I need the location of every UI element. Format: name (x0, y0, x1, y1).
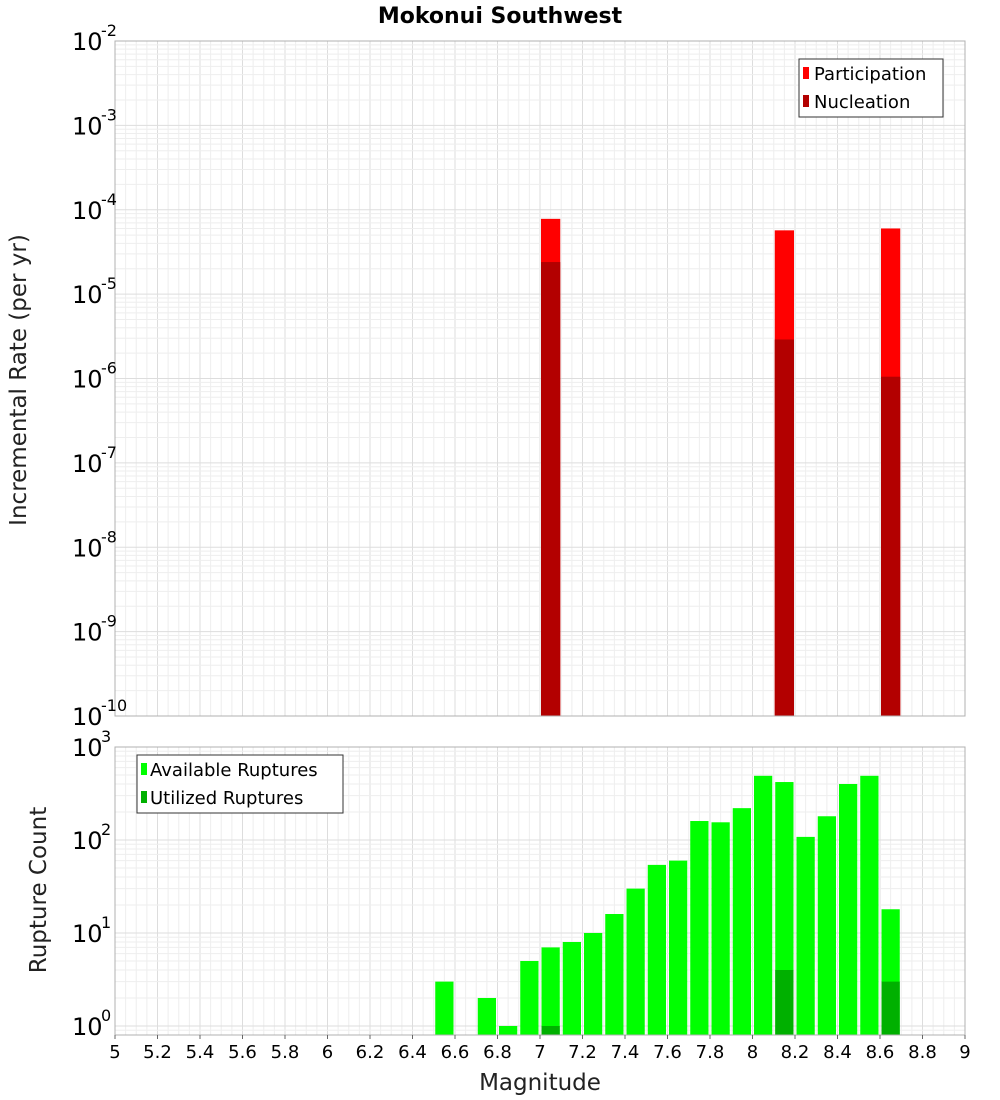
bar-utilized-ruptures (775, 969, 794, 1035)
x-axis-label: Magnitude (479, 1070, 601, 1096)
y-tick-label: 10 (72, 366, 103, 394)
x-tick-label: 5.2 (143, 1042, 172, 1063)
x-tick-label: 5.6 (228, 1042, 257, 1063)
bar-available-ruptures (647, 864, 666, 1035)
count-y-axis-label: Rupture Count (26, 807, 52, 973)
bar-available-ruptures (669, 860, 688, 1035)
bar-available-ruptures (860, 775, 879, 1035)
bar-utilized-ruptures (881, 981, 900, 1035)
y-tick-exponent: -5 (101, 274, 117, 293)
rate-y-axis-label: Incremental Rate (per yr) (6, 234, 32, 526)
y-tick-exponent: -9 (101, 612, 117, 631)
bar-available-ruptures (477, 997, 496, 1035)
y-tick-exponent: -2 (101, 21, 117, 40)
bar-nucleation (881, 376, 901, 716)
legend-label-participation: Participation (814, 64, 926, 85)
legend-label-available: Available Ruptures (150, 760, 318, 781)
x-tick-label: 6.2 (356, 1042, 385, 1063)
bar-available-ruptures (541, 947, 560, 1035)
y-tick-exponent: -6 (101, 359, 117, 378)
x-tick-label: 5.4 (186, 1042, 215, 1063)
x-tick-label: 7.2 (568, 1042, 597, 1063)
y-tick-exponent: 0 (101, 1006, 111, 1025)
x-tick-label: 8.6 (866, 1042, 895, 1063)
y-tick-exponent: 2 (101, 820, 111, 839)
count-legend-box (136, 754, 344, 814)
rate-legend-box (798, 58, 944, 118)
y-tick-exponent: 3 (101, 727, 111, 746)
x-tick-label: 8.2 (781, 1042, 810, 1063)
y-tick-label: 10 (72, 112, 103, 140)
count-panel-x-ticks: 5 5.2 5.4 5.6 5.8 6 6.2 6.4 6.6 6.8 7 7.2 7.4 7.6 7.8 8… (109, 1035, 971, 1063)
x-tick-label: 6 (322, 1042, 333, 1063)
y-tick-exponent: -4 (101, 190, 117, 209)
y-tick-label: 10 (72, 920, 103, 948)
x-tick-label: 7.4 (611, 1042, 640, 1063)
y-tick-label: 10 (72, 281, 103, 309)
y-tick-label: 10 (72, 450, 103, 478)
rate-panel-frame (114, 40, 966, 717)
bar-available-ruptures (520, 960, 539, 1035)
count-legend: Available Ruptures Utilized Ruptures (136, 754, 344, 814)
count-panel-bars (435, 775, 900, 1035)
legend-swatch-nucleation (803, 95, 809, 107)
x-tick-label: 6.4 (398, 1042, 427, 1063)
legend-label-utilized: Utilized Ruptures (150, 788, 303, 809)
x-tick-label: 6.8 (483, 1042, 512, 1063)
bar-available-ruptures (584, 932, 603, 1035)
y-tick-label: 10 (72, 1013, 103, 1041)
y-tick-label: 10 (72, 703, 103, 731)
bar-available-ruptures (690, 821, 709, 1035)
y-tick-label: 10 (72, 534, 103, 562)
bar-available-ruptures (711, 822, 730, 1035)
y-tick-exponent: -3 (101, 105, 117, 124)
bar-available-ruptures (817, 816, 836, 1035)
x-tick-label: 6.6 (441, 1042, 470, 1063)
bar-nucleation (774, 339, 794, 716)
x-tick-label: 8.8 (908, 1042, 937, 1063)
y-tick-label: 10 (72, 619, 103, 647)
y-tick-label: 10 (72, 827, 103, 855)
y-tick-exponent: -8 (101, 527, 117, 546)
x-tick-label: 5.8 (271, 1042, 300, 1063)
legend-swatch-available (141, 763, 147, 775)
bar-available-ruptures (754, 775, 773, 1035)
legend-swatch-participation (803, 67, 809, 79)
y-tick-exponent: -7 (101, 443, 117, 462)
legend-label-nucleation: Nucleation (814, 92, 910, 113)
bar-available-ruptures (796, 836, 815, 1035)
bar-nucleation (541, 262, 561, 716)
bar-available-ruptures (626, 888, 645, 1035)
bar-available-ruptures (499, 1025, 518, 1035)
x-tick-label: 7 (534, 1042, 545, 1063)
rate-panel-grid (114, 40, 966, 717)
bar-available-ruptures (435, 981, 454, 1035)
x-tick-label: 5 (109, 1042, 120, 1063)
rate-panel-bars (541, 218, 901, 716)
y-tick-label: 10 (72, 197, 103, 225)
x-tick-label: 7.6 (653, 1042, 682, 1063)
y-tick-exponent: -10 (101, 696, 127, 715)
bar-available-ruptures (605, 914, 624, 1035)
bar-available-ruptures (562, 942, 581, 1035)
bar-available-ruptures (839, 784, 858, 1035)
x-tick-label: 9 (959, 1042, 970, 1063)
legend-swatch-utilized (141, 791, 147, 803)
x-tick-label: 7.8 (696, 1042, 725, 1063)
x-tick-label: 8.4 (823, 1042, 852, 1063)
bar-available-ruptures (732, 808, 751, 1035)
y-tick-label: 10 (72, 28, 103, 56)
y-tick-label: 10 (72, 734, 103, 762)
y-tick-exponent: 1 (101, 913, 111, 932)
x-tick-label: 8 (747, 1042, 758, 1063)
rate-legend: Participation Nucleation (798, 58, 944, 118)
chart-title: Mokonui Southwest (378, 4, 623, 29)
bar-utilized-ruptures (541, 1025, 560, 1035)
